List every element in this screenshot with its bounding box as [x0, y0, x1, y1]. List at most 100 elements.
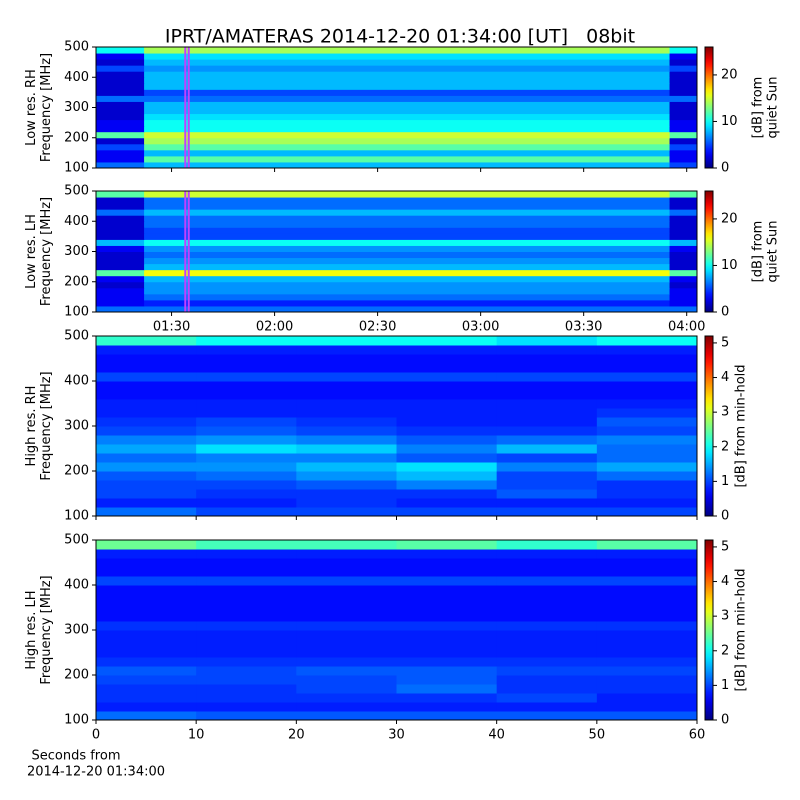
x-tick-label: 40	[488, 728, 505, 743]
heatmap-cell	[296, 621, 397, 631]
colorbar	[704, 539, 714, 721]
heatmap-cell	[96, 281, 145, 289]
heatmap-cell	[144, 257, 671, 265]
heatmap-cell	[144, 293, 671, 301]
heatmap-cell	[296, 630, 397, 640]
heatmap-cell	[96, 693, 197, 703]
heatmap-cell	[196, 417, 297, 427]
heatmap-cell	[496, 630, 598, 640]
heatmap-cell	[396, 480, 498, 490]
heatmap-cell	[296, 540, 397, 550]
heatmap-cell	[396, 381, 498, 391]
heatmap-cell	[196, 603, 297, 613]
heatmap-cell	[96, 480, 197, 490]
y-tick-label: 500	[64, 184, 89, 199]
heatmap-cell	[196, 612, 297, 622]
heatmap-cell	[596, 540, 698, 550]
heatmap-cell	[96, 711, 197, 721]
heatmap-cell	[669, 107, 698, 115]
heatmap-cell	[196, 390, 297, 400]
heatmap-cell	[496, 621, 598, 631]
colorbar-label: [dB] from min-hold	[734, 364, 749, 487]
heatmap-cell	[96, 594, 197, 604]
heatmap-cell	[669, 305, 698, 313]
heatmap-cell	[96, 263, 145, 271]
heatmap-cell	[596, 471, 698, 481]
heatmap-cell	[296, 408, 397, 418]
heatmap-cell	[96, 435, 197, 445]
heatmap-cell	[596, 684, 698, 694]
heatmap-cell	[396, 372, 498, 382]
heatmap-cell	[496, 471, 598, 481]
heatmap-cell	[196, 558, 297, 568]
x-tick-label: 01:30	[153, 320, 190, 335]
heatmap-cell	[96, 639, 197, 649]
heatmap-cell	[296, 585, 397, 595]
heatmap-cell	[396, 675, 498, 685]
heatmap-cell	[396, 612, 498, 622]
heatmap-cell	[144, 155, 671, 163]
heatmap-cell	[669, 227, 698, 234]
heatmap-cell	[396, 693, 498, 703]
heatmap-cell	[196, 363, 297, 373]
heatmap-cell	[669, 221, 698, 228]
heatmap-cell	[96, 83, 145, 90]
heatmap-cell	[496, 693, 598, 703]
heatmap-cell	[96, 107, 145, 115]
heatmap-cell	[396, 549, 498, 559]
heatmap-cell	[669, 239, 698, 246]
y-axis-label: Frequency [MHz]	[39, 53, 54, 162]
heatmap-cell	[596, 462, 698, 472]
heatmap-cell	[596, 345, 698, 355]
heatmap-cell	[144, 233, 671, 240]
y-tick-label: 400	[64, 374, 89, 389]
heatmap-cell	[669, 203, 698, 210]
heatmap-cell	[496, 345, 598, 355]
heatmap-cell	[96, 203, 145, 210]
heatmap-cell	[144, 107, 671, 115]
heatmap-cell	[144, 191, 671, 198]
heatmap-cell	[296, 693, 397, 703]
heatmap-cell	[596, 558, 698, 568]
colorbar-tick-label: 1	[721, 474, 729, 489]
heatmap-cell	[669, 131, 698, 139]
heatmap-cell	[669, 245, 698, 252]
heatmap-cell	[596, 630, 698, 640]
heatmap-cell	[96, 245, 145, 252]
heatmap-cell	[96, 354, 197, 364]
heatmap-cell	[596, 702, 698, 712]
heatmap-cell	[669, 101, 698, 108]
heatmap-cell	[596, 480, 698, 490]
heatmap-cell	[296, 567, 397, 577]
heatmap-cell	[496, 444, 598, 454]
y-tick-label: 300	[64, 623, 89, 638]
colorbar-label: quiet Sun	[766, 76, 781, 138]
heatmap-cell	[396, 666, 498, 676]
heatmap-cell	[296, 498, 397, 508]
colorbar-tick-label: 0	[721, 161, 729, 176]
colorbar	[704, 46, 714, 169]
heatmap-cell	[496, 702, 598, 712]
heatmap-cell	[96, 191, 145, 198]
x-tick-label: 50	[589, 728, 606, 743]
heatmap-cell	[144, 71, 671, 78]
colorbar-label: [dB] from min-hold	[734, 568, 749, 691]
heatmap-cell	[96, 275, 145, 283]
heatmap-cell	[596, 363, 698, 373]
y-tick-label: 400	[64, 214, 89, 229]
heatmap-cell	[669, 89, 698, 96]
heatmap-cell	[96, 251, 145, 259]
heatmap-cell	[396, 408, 498, 418]
heatmap-cell	[396, 426, 498, 436]
heatmap-cell	[96, 95, 145, 102]
heatmap-cell	[496, 408, 598, 418]
heatmap-cell	[96, 119, 145, 127]
heatmap-cell	[596, 354, 698, 364]
heatmap-cell	[396, 417, 498, 427]
heatmap-cell	[96, 381, 197, 391]
heatmap-cell	[196, 594, 297, 604]
y-tick-label: 200	[64, 464, 89, 479]
heatmap-cell	[144, 215, 671, 222]
heatmap-cell	[296, 507, 397, 517]
heatmap-cell	[96, 603, 197, 613]
